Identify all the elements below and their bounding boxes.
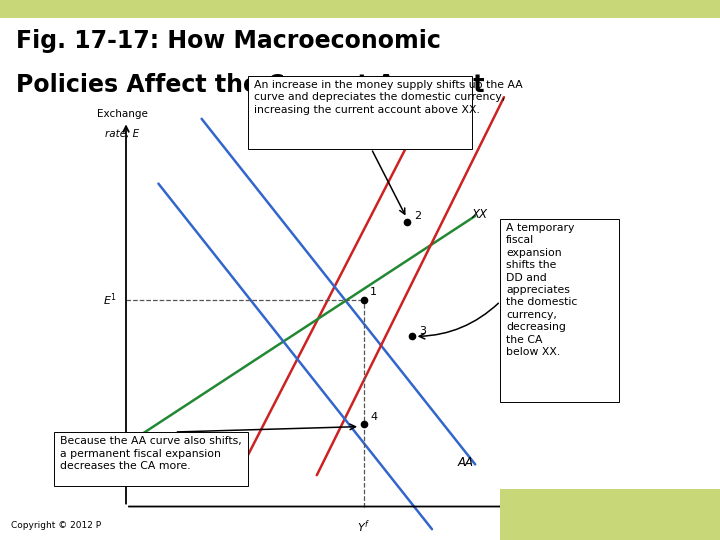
Text: $E^1$: $E^1$ [104, 292, 117, 308]
Text: DD: DD [446, 84, 464, 97]
Text: XX: XX [472, 208, 487, 221]
Text: 3: 3 [419, 326, 426, 336]
Text: An increase in the money supply shifts up the AA
curve and depreciates the domes: An increase in the money supply shifts u… [254, 80, 523, 114]
Bar [0, 18, 720, 109]
Text: Policies Affect the Current Account: Policies Affect the Current Account [16, 73, 485, 97]
Text: rate, E: rate, E [105, 129, 140, 139]
Bar [248, 76, 472, 148]
Bar [54, 432, 248, 486]
Text: Fig. 17-17: How Macroeconomic: Fig. 17-17: How Macroeconomic [16, 29, 441, 52]
Text: Because the AA curve also shifts,
a permanent fiscal expansion
decreases the CA : Because the AA curve also shifts, a perm… [60, 436, 241, 471]
Text: Output, Y: Output, Y [630, 502, 683, 511]
Text: A temporary
fiscal
expansion
shifts the
DD and
appreciates
the domestic
currency: A temporary fiscal expansion shifts the … [506, 223, 577, 357]
Text: 4: 4 [371, 412, 378, 422]
Text: $Y^f$: $Y^f$ [357, 518, 370, 535]
Text: 1: 1 [369, 287, 377, 297]
Text: Exchange: Exchange [97, 109, 148, 119]
Text: Copyright © 2012 P: Copyright © 2012 P [11, 521, 101, 530]
Bar [0, 109, 720, 540]
Bar [500, 489, 720, 540]
Text: 2: 2 [414, 211, 421, 221]
Bar [0, 0, 720, 18]
Bar [500, 219, 619, 402]
Text: AA: AA [457, 456, 473, 469]
